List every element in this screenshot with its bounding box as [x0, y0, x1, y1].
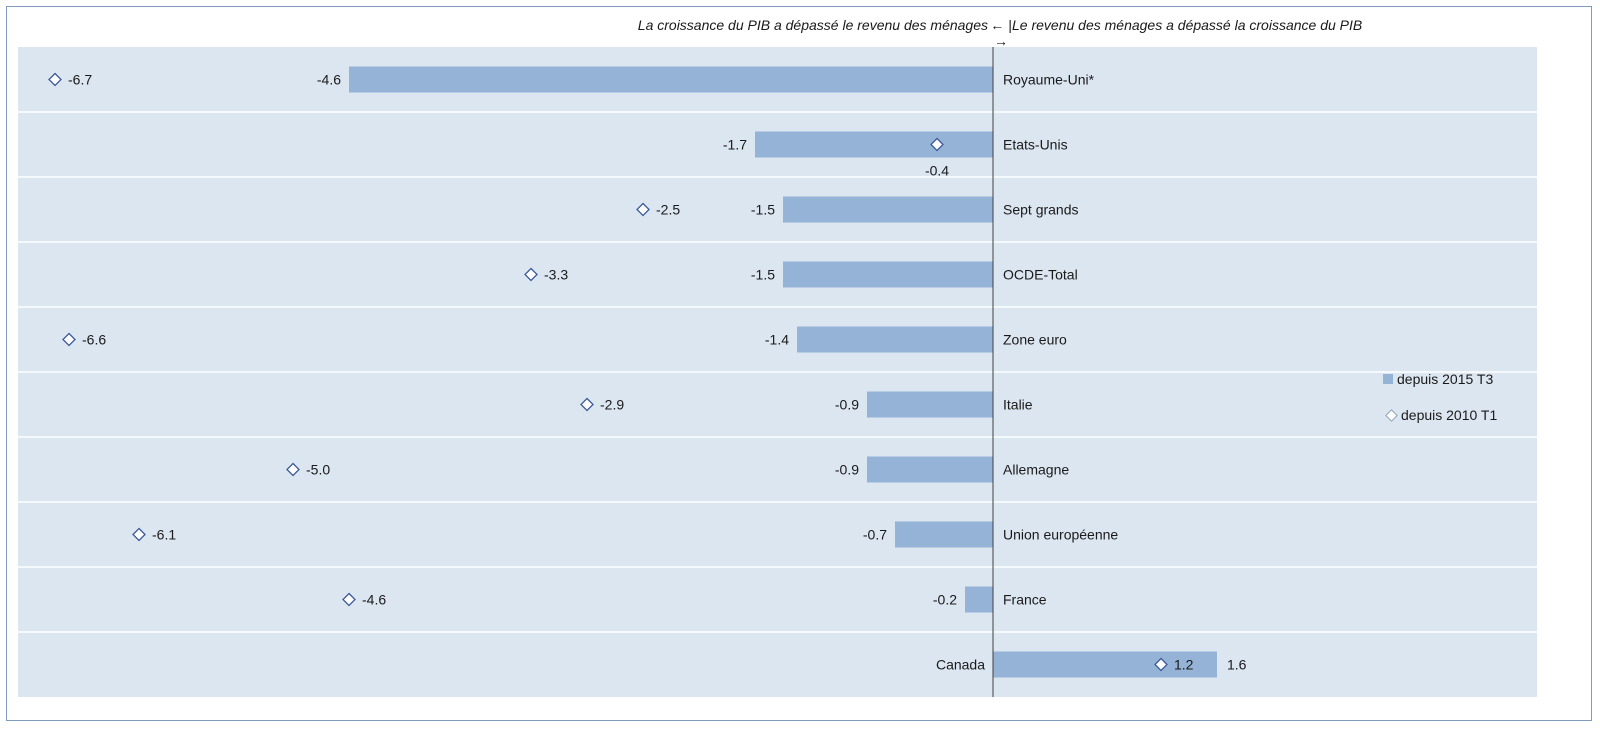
diamond-value-label: -6.6	[82, 332, 106, 348]
diamond-value-label: -4.6	[362, 592, 386, 608]
bar-value-label: 1.6	[1227, 657, 1247, 673]
legend: depuis 2015 T3 depuis 2010 T1	[1383, 370, 1497, 442]
category-label: Zone euro	[1003, 332, 1067, 348]
header-right-text: Le revenu des ménages a dépassé la crois…	[1012, 17, 1363, 33]
chart-header: La croissance du PIB a dépassé le revenu…	[0, 17, 1600, 49]
bar	[895, 521, 993, 548]
bar-value-label: -0.9	[835, 462, 859, 478]
diamond-marker	[48, 72, 62, 87]
bar-value-label: -0.9	[835, 397, 859, 413]
category-label: France	[1003, 592, 1047, 608]
diamond-value-label: -0.4	[925, 163, 949, 179]
diamond-marker	[342, 592, 356, 607]
diamond-marker	[580, 397, 594, 412]
legend-diamond-icon	[1385, 408, 1398, 422]
legend-label-series-2: depuis 2010 T1	[1401, 407, 1498, 423]
diamond-marker	[132, 527, 146, 542]
diamond-marker	[62, 332, 76, 347]
bar-value-label: -1.5	[751, 202, 775, 218]
legend-item-bar: depuis 2015 T3	[1383, 370, 1497, 388]
bar-value-label: -1.4	[765, 332, 789, 348]
header-left-text: La croissance du PIB a dépassé le revenu…	[637, 17, 988, 33]
bar-value-label: -0.7	[863, 527, 887, 543]
diamond-value-label: -5.0	[306, 462, 330, 478]
diamond-marker	[286, 462, 300, 477]
category-label: Sept grands	[1003, 202, 1079, 218]
bar	[965, 586, 993, 613]
legend-label-series-1: depuis 2015 T3	[1397, 371, 1494, 387]
legend-item-diamond: depuis 2010 T1	[1383, 406, 1497, 424]
diamond-marker	[1154, 657, 1168, 672]
category-label: Canada	[936, 657, 985, 673]
bar	[755, 131, 993, 158]
bar	[993, 651, 1217, 678]
diamond-value-label: 1.2	[1174, 657, 1194, 673]
header-arrows: ← | →	[990, 17, 1012, 49]
category-label: Union européenne	[1003, 527, 1118, 543]
diamond-marker	[636, 202, 650, 217]
bar-value-label: -0.2	[933, 592, 957, 608]
legend-bar-swatch	[1383, 374, 1393, 384]
diamond-marker	[524, 267, 538, 282]
diamond-value-label: -6.1	[152, 527, 176, 543]
bar	[867, 391, 993, 418]
category-label: Royaume-Uni*	[1003, 72, 1095, 88]
bar	[783, 261, 993, 288]
diamond-value-label: -2.5	[656, 202, 680, 218]
bar	[349, 66, 993, 93]
diamond-value-label: -3.3	[544, 267, 568, 283]
diamond-value-label: -6.7	[68, 72, 92, 88]
bar	[797, 326, 993, 353]
bar-value-label: -4.6	[317, 72, 341, 88]
category-label: Etats-Unis	[1003, 137, 1068, 153]
bar-value-label: -1.7	[723, 137, 747, 153]
diamond-marker	[930, 137, 944, 152]
bar	[783, 196, 993, 223]
category-label: OCDE-Total	[1003, 267, 1078, 283]
category-label: Allemagne	[1003, 462, 1069, 478]
diamond-value-label: -2.9	[600, 397, 624, 413]
bar	[867, 456, 993, 483]
category-label: Italie	[1003, 397, 1033, 413]
bar-value-label: -1.5	[751, 267, 775, 283]
